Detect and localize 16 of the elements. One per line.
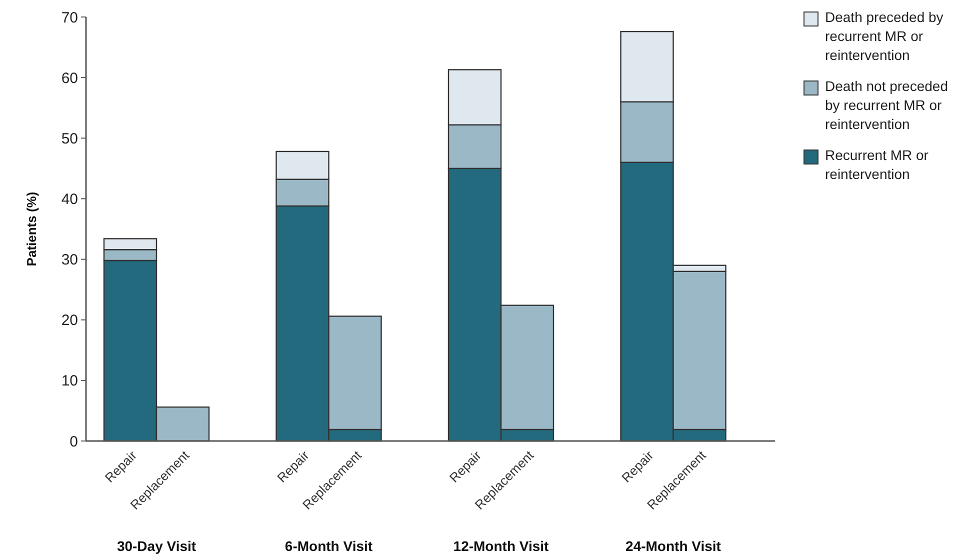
y-tick-label: 20 <box>61 312 78 330</box>
y-tick-label: 50 <box>61 130 78 148</box>
y-tick-label: 0 <box>70 433 78 450</box>
legend-label: Recurrent MR or reintervention <box>825 147 929 182</box>
legend-label: Death not preceded by recurrent MR or reintervention <box>825 78 948 132</box>
y-tick-label: 30 <box>61 252 78 269</box>
legend-label: Death preceded by recurrent MR or reintervention <box>825 9 944 63</box>
text: 30-Day Visit <box>116 538 196 554</box>
y-tick-label: 60 <box>61 70 78 87</box>
text: 6-Month Visit <box>284 538 373 554</box>
y-axis-title: Patients (%) <box>24 192 39 266</box>
text: 24-Month Visit <box>626 538 722 554</box>
y-tick-label: 10 <box>61 372 78 390</box>
text: 12-Month Visit <box>453 538 550 554</box>
y-tick-label: 40 <box>61 190 78 208</box>
y-tick-label: 70 <box>61 9 78 26</box>
